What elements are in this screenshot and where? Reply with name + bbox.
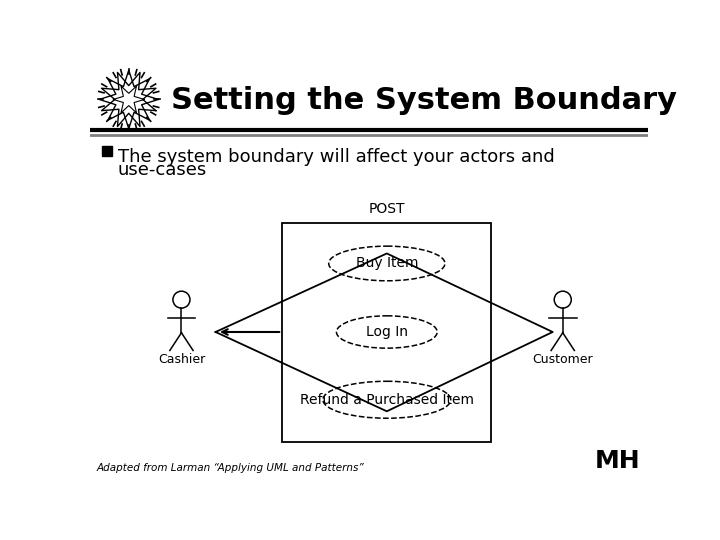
- Text: Setting the System Boundary: Setting the System Boundary: [171, 86, 678, 116]
- Ellipse shape: [329, 246, 445, 281]
- Text: Adapted from Larman “Applying UML and Patterns”: Adapted from Larman “Applying UML and Pa…: [96, 463, 364, 473]
- Text: Cashier: Cashier: [158, 353, 205, 366]
- Text: Buy Item: Buy Item: [356, 256, 418, 271]
- Text: MH: MH: [595, 449, 640, 473]
- Bar: [282, 222, 492, 442]
- Text: POST: POST: [369, 202, 405, 217]
- Ellipse shape: [323, 381, 451, 418]
- Text: use-cases: use-cases: [118, 161, 207, 179]
- Text: Customer: Customer: [532, 353, 593, 366]
- Text: Refund a Purchased Item: Refund a Purchased Item: [300, 393, 474, 407]
- Text: Log In: Log In: [366, 325, 408, 339]
- Ellipse shape: [336, 316, 437, 348]
- Text: The system boundary will affect your actors and: The system boundary will affect your act…: [118, 148, 554, 166]
